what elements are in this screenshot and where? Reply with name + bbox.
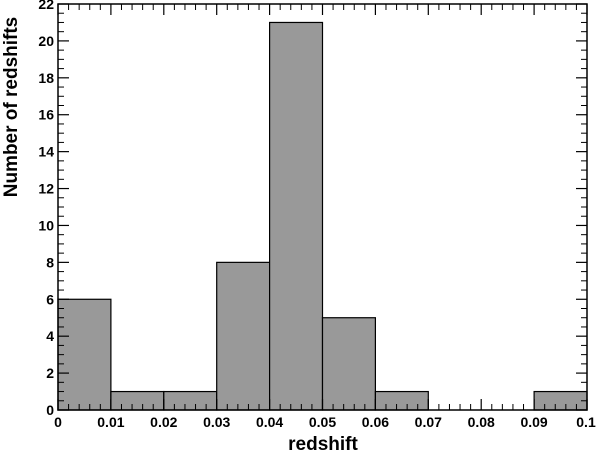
y-tick-labels: 0 2 4 6 8 10 12 14 16 18 20 22: [38, 0, 54, 418]
x-tick-label: 0.05: [309, 414, 336, 430]
y-tick-label: 16: [38, 107, 54, 123]
x-tick-label: 0: [54, 414, 62, 430]
y-tick-label: 4: [46, 328, 54, 344]
y-tick-label: 20: [38, 33, 54, 49]
y-tick-label: 12: [38, 181, 54, 197]
x-tick-label: 0.09: [520, 414, 547, 430]
minor-ticks-layer: [58, 4, 587, 410]
histogram-bar-3: [216, 261, 271, 411]
histogram-bar-0: [57, 298, 112, 411]
x-tick-labels: 0 0.01 0.02 0.03 0.04 0.05 0.06 0.07 0.08 0.09 0.1: [54, 414, 596, 430]
y-tick-label: 18: [38, 70, 54, 86]
y-tick-label: 22: [38, 0, 54, 12]
x-tick-label: 0.07: [415, 414, 442, 430]
y-tick-label: 10: [38, 217, 54, 233]
x-tick-label: 0.1: [576, 414, 596, 430]
bars-layer: [57, 21, 588, 411]
y-tick-label: 0: [46, 402, 54, 418]
histogram-bar-1: [110, 390, 165, 411]
x-tick-label: 0.01: [97, 414, 124, 430]
histogram-bar-4: [269, 21, 324, 411]
x-axis-title: redshift: [288, 434, 358, 455]
histogram-bar-6: [374, 390, 429, 411]
x-tick-label: 0.04: [256, 414, 283, 430]
y-tick-label: 2: [46, 365, 54, 381]
plot-frame: [57, 3, 588, 411]
histogram-bar-2: [163, 390, 218, 411]
x-tick-label: 0.08: [468, 414, 495, 430]
y-tick-label: 6: [46, 291, 54, 307]
y-tick-label: 8: [46, 254, 54, 270]
x-tick-label: 0.03: [203, 414, 230, 430]
y-axis-title: Number of redshifts: [1, 17, 22, 198]
histogram-bar-5: [321, 317, 377, 411]
x-tick-label: 0.02: [150, 414, 177, 430]
histogram-bar-9: [533, 390, 588, 411]
y-tick-label: 14: [38, 144, 54, 160]
x-tick-label: 0.06: [362, 414, 389, 430]
